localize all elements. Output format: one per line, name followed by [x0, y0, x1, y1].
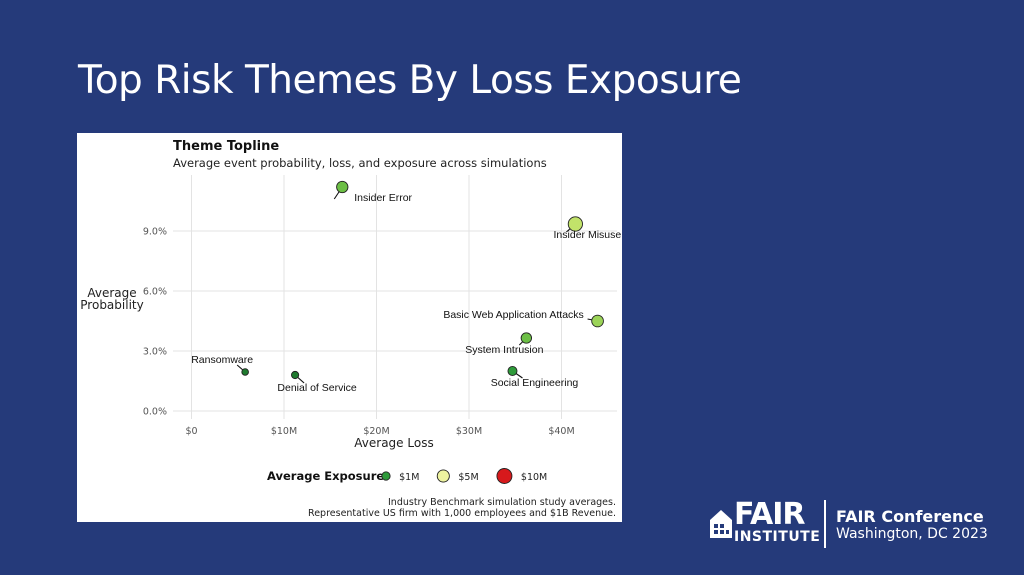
data-point: [241, 368, 249, 376]
scatter-chart: $0 $10M $20M $30M $40M 0.0% 3.0% 6.0% 9.0% Theme…: [80, 139, 622, 519]
footer-logo: FAIR INSTITUTE FAIR Conference Washingto…: [708, 498, 1008, 550]
legend: Average Exposure $1M $5M $10M: [267, 468, 547, 484]
conference-name: FAIR Conference: [836, 507, 984, 526]
point-label: Denial of Service: [277, 382, 357, 394]
caption-line-2: Representative US firm with 1,000 employ…: [308, 508, 616, 519]
x-tick-label: $40M: [548, 426, 574, 437]
legend-label: $10M: [521, 472, 547, 483]
y-tick-label: 9.0%: [143, 227, 167, 238]
data-point: [567, 216, 583, 232]
legend-swatch: [381, 471, 391, 481]
y-tick-label: 6.0%: [143, 287, 167, 298]
logo-word: FAIR: [734, 497, 806, 532]
chart-title: Theme Topline: [173, 139, 279, 154]
legend-swatch: [496, 468, 513, 484]
data-point: [591, 314, 604, 328]
point-label: Social Engineering: [491, 377, 579, 389]
logo-divider: [824, 500, 826, 548]
conference-place: Washington, DC 2023: [836, 526, 988, 542]
y-axis-label-line-1: Average: [87, 286, 136, 300]
points-layer: Insider Error Insider Misuse Basic Web App…: [191, 180, 622, 394]
point-label: System Intrusion: [465, 344, 543, 356]
data-point: [291, 370, 300, 380]
point-label: Basic Web Application Attacks: [443, 309, 583, 321]
data-point: [336, 180, 349, 194]
point-label: Insider Error: [354, 192, 412, 204]
point-label: Insider Misuse: [554, 229, 622, 241]
grid-layer: [173, 175, 617, 419]
fair-institute-logo-icon: [710, 510, 732, 538]
legend-title: Average Exposure: [267, 469, 384, 483]
data-point: [507, 366, 518, 376]
point-label: Ransomware: [191, 354, 253, 366]
data-point: [520, 332, 533, 344]
legend-swatch: [436, 469, 450, 483]
tick-label-layer: $0 $10M $20M $30M $40M 0.0% 3.0% 6.0% 9.0%: [143, 227, 575, 438]
caption-line-1: Industry Benchmark simulation study aver…: [388, 497, 616, 508]
legend-label: $5M: [458, 472, 478, 483]
y-axis-label-line-2: Probability: [80, 298, 143, 312]
x-axis-label: Average Loss: [354, 436, 433, 450]
legend-label: $1M: [399, 472, 419, 483]
slide-title: Top Risk Themes By Loss Exposure: [78, 58, 742, 103]
chart-panel: $0 $10M $20M $30M $40M 0.0% 3.0% 6.0% 9.0% Theme…: [77, 133, 622, 522]
x-tick-label: $10M: [271, 426, 297, 437]
y-tick-label: 3.0%: [143, 347, 167, 358]
y-tick-label: 0.0%: [143, 407, 167, 418]
chart-subtitle: Average event probability, loss, and exp…: [173, 156, 547, 170]
x-tick-label: $20M: [363, 426, 389, 437]
x-tick-label: $30M: [456, 426, 482, 437]
logo-subword: INSTITUTE: [734, 529, 821, 545]
x-tick-label: $0: [185, 426, 197, 437]
